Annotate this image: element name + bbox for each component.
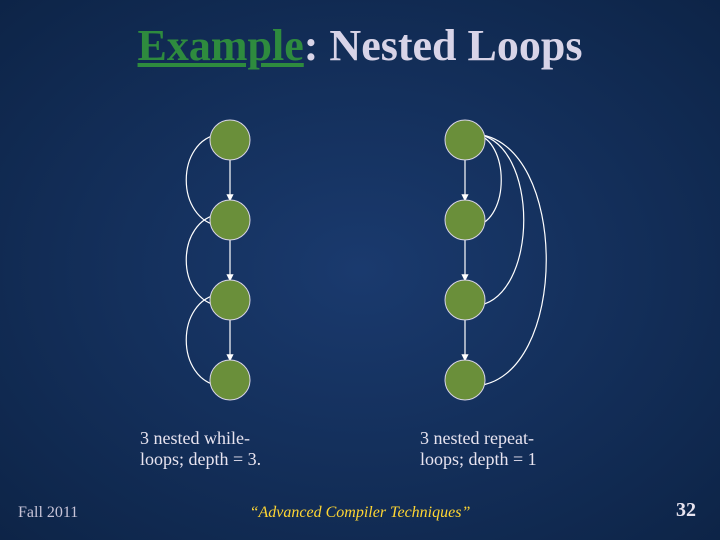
graph-node — [210, 280, 250, 320]
title-word-example: Example — [138, 21, 304, 70]
graph-node — [445, 120, 485, 160]
caption-right: 3 nested repeat- loops; depth = 1 — [420, 428, 620, 470]
caption-right-line2: loops; depth = 1 — [420, 449, 537, 469]
diagram-area — [0, 110, 720, 420]
graph-node — [445, 280, 485, 320]
caption-left-line1: 3 nested while- — [140, 428, 250, 448]
graph-node — [210, 360, 250, 400]
graph-node — [210, 200, 250, 240]
caption-right-line1: 3 nested repeat- — [420, 428, 534, 448]
caption-left: 3 nested while- loops; depth = 3. — [140, 428, 340, 470]
page-number: 32 — [676, 499, 696, 522]
edge — [475, 134, 546, 386]
graph-node — [210, 120, 250, 160]
loops-diagram — [0, 110, 720, 420]
title-rest: Nested Loops — [318, 21, 582, 70]
caption-left-line2: loops; depth = 3. — [140, 449, 261, 469]
slide-title: Example: Nested Loops — [0, 0, 720, 71]
graph-node — [445, 200, 485, 240]
footer-course-title: “Advanced Compiler Techniques” — [0, 504, 720, 522]
title-colon: : — [304, 21, 319, 70]
graph-node — [445, 360, 485, 400]
